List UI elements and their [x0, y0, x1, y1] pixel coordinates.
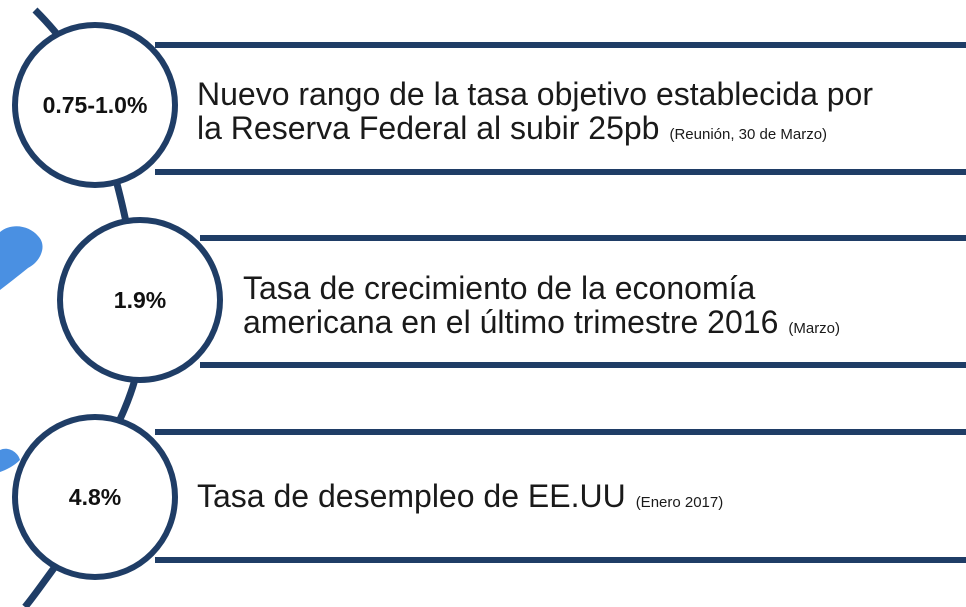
value-circle — [12, 22, 178, 188]
value: 0.75-1.0% — [43, 92, 148, 118]
description: americana en el último trimestre 2016 (Ma… — [243, 304, 840, 340]
map-fragment — [0, 448, 20, 472]
description: Nuevo rango de la tasa objetivo establec… — [197, 76, 873, 112]
description-line: Tasa de desempleo de EE.UU — [197, 478, 626, 514]
note: (Reunión, 30 de Marzo) — [669, 126, 827, 143]
map-fragment — [0, 226, 43, 290]
description-line: americana en el último trimestre 2016 — [243, 304, 778, 340]
value: 1.9% — [114, 287, 166, 313]
value: 4.8% — [69, 484, 121, 510]
value-circle — [57, 217, 223, 383]
description: Tasa de desempleo de EE.UU (Enero 2017) — [197, 478, 723, 514]
description-line: la Reserva Federal al subir 25pb — [197, 110, 659, 146]
note: (Enero 2017) — [636, 494, 724, 511]
description: Tasa de crecimiento de la economía — [243, 270, 755, 306]
description: la Reserva Federal al subir 25pb (Reunión… — [197, 110, 827, 146]
note: (Marzo) — [788, 320, 840, 337]
description-line: Nuevo rango de la tasa objetivo establec… — [197, 76, 873, 112]
value-circle — [12, 414, 178, 580]
rows: 0.75-1.0% Nuevo rango de la tasa objetivo… — [12, 22, 966, 580]
description-line: Tasa de crecimiento de la economía — [243, 270, 755, 306]
